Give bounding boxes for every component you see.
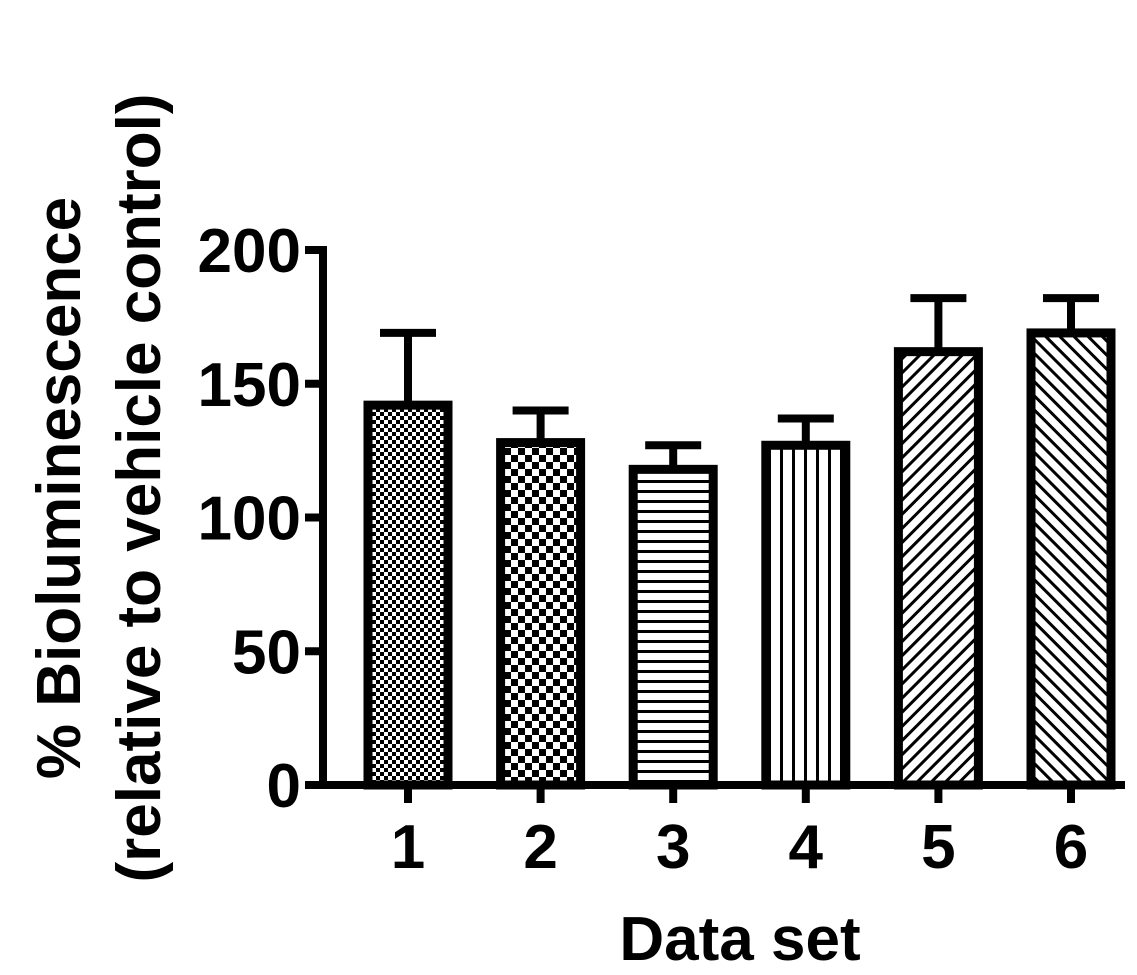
x-tick-label: 4 <box>789 813 824 882</box>
x-ticks: 1 2 3 4 5 6 <box>391 785 1088 882</box>
x-tick-label: 3 <box>656 813 690 882</box>
x-tick-label: 1 <box>391 813 425 882</box>
bar-3 <box>628 464 718 790</box>
error-bars <box>380 294 1099 470</box>
x-tick-label: 2 <box>523 813 557 882</box>
y-tick-label: 200 <box>198 217 301 286</box>
y-axis-title: % Bioluminescence (relative to vehicle c… <box>25 94 174 883</box>
y-ticks: 0 50 100 150 200 <box>198 217 323 821</box>
bar-1 <box>363 400 453 790</box>
x-axis-title: Data set <box>619 905 860 974</box>
y-axis-title-line2: (relative to vehicle control) <box>105 94 174 883</box>
bar-6 <box>1026 328 1116 790</box>
bars <box>363 328 1116 790</box>
y-tick-label: 100 <box>198 485 301 554</box>
x-tick-label: 5 <box>921 813 955 882</box>
x-tick-label: 6 <box>1054 813 1088 882</box>
bar-2 <box>496 438 586 790</box>
y-axis-title-line1: % Bioluminescence <box>25 197 94 779</box>
y-tick-label: 0 <box>267 752 301 821</box>
y-tick-label: 150 <box>198 351 301 420</box>
y-tick-label: 50 <box>232 618 301 687</box>
bar-4 <box>761 440 851 790</box>
bar-5 <box>893 347 983 790</box>
